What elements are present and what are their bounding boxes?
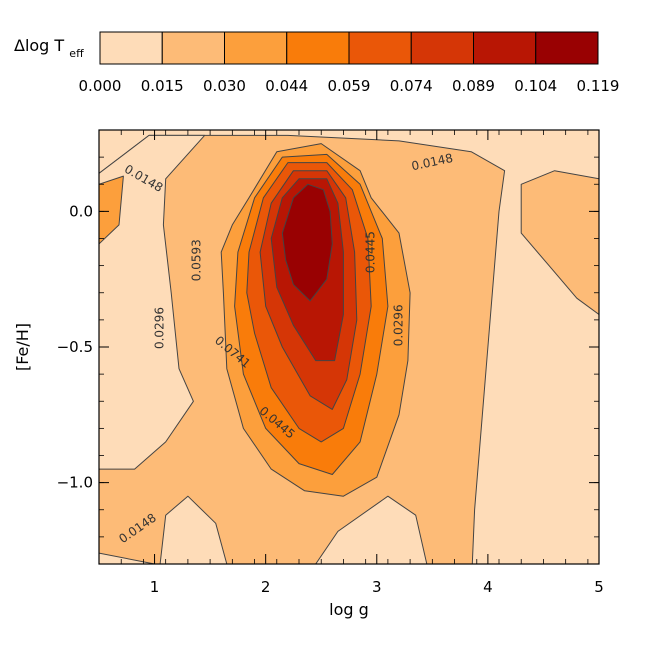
colorbar-swatch: [473, 31, 537, 65]
x-axis-label: log g: [329, 600, 369, 619]
contour-region: [281, 183, 333, 302]
colorbar-title: Δlog T eff: [14, 36, 84, 60]
x-ticks: 1 2 3 4 5: [98, 130, 604, 596]
contour-label: 0.0296: [392, 304, 406, 346]
contour-region: [99, 552, 156, 564]
contour-region: [99, 175, 124, 245]
colorbar-swatch: [99, 31, 163, 65]
x-tick-label: 4: [483, 578, 493, 596]
colorbar-tick-label: 0.089: [452, 77, 495, 95]
x-tick-label: 1: [150, 578, 160, 596]
contour-regions: [99, 134, 599, 564]
contour-region: [99, 134, 206, 470]
y-axis-label: [Fe/H]: [13, 323, 32, 371]
colorbar-tick-label: 0.059: [328, 77, 371, 95]
colorbar-tick-label: 0.044: [265, 77, 308, 95]
contour-region: [520, 170, 599, 315]
colorbar-tick-label: 0.030: [203, 77, 246, 95]
svg-text:Δlog T eff: Δlog T eff: [14, 36, 84, 60]
colorbar-tick-label: 0.119: [577, 77, 620, 95]
colorbar-swatch: [286, 31, 350, 65]
x-tick-label: 5: [594, 578, 604, 596]
colorbar-title-sub: eff: [69, 47, 84, 60]
contour-label: 0.0593: [189, 239, 203, 281]
y-tick-label: −0.5: [57, 338, 93, 356]
colorbar-swatch: [224, 31, 288, 65]
x-tick-label: 3: [372, 578, 382, 596]
colorbar-tick-label: 0.000: [79, 77, 122, 95]
contour-label: 0.0296: [153, 307, 167, 349]
y-tick-label: −1.0: [57, 474, 93, 492]
colorbar-title-main: Δlog T: [14, 36, 64, 55]
contour-label: 0.0445: [364, 231, 378, 273]
colorbar-swatch: [535, 31, 599, 65]
colorbar-swatch: [410, 31, 474, 65]
colorbar-swatch: [161, 31, 225, 65]
colorbar-tick-labels: 0.000 0.015 0.030 0.044 0.059 0.074 0.089 0.104…: [79, 77, 620, 95]
y-tick-label: 0.0: [69, 202, 93, 220]
colorbar-tick-label: 0.104: [514, 77, 557, 95]
x-tick-label: 2: [261, 578, 271, 596]
colorbar-tick-label: 0.015: [141, 77, 184, 95]
y-ticks: 0.0 −0.5 −1.0: [57, 129, 599, 565]
colorbar-swatch: [348, 31, 412, 65]
colorbar: [99, 31, 599, 65]
colorbar-tick-label: 0.074: [390, 77, 433, 95]
